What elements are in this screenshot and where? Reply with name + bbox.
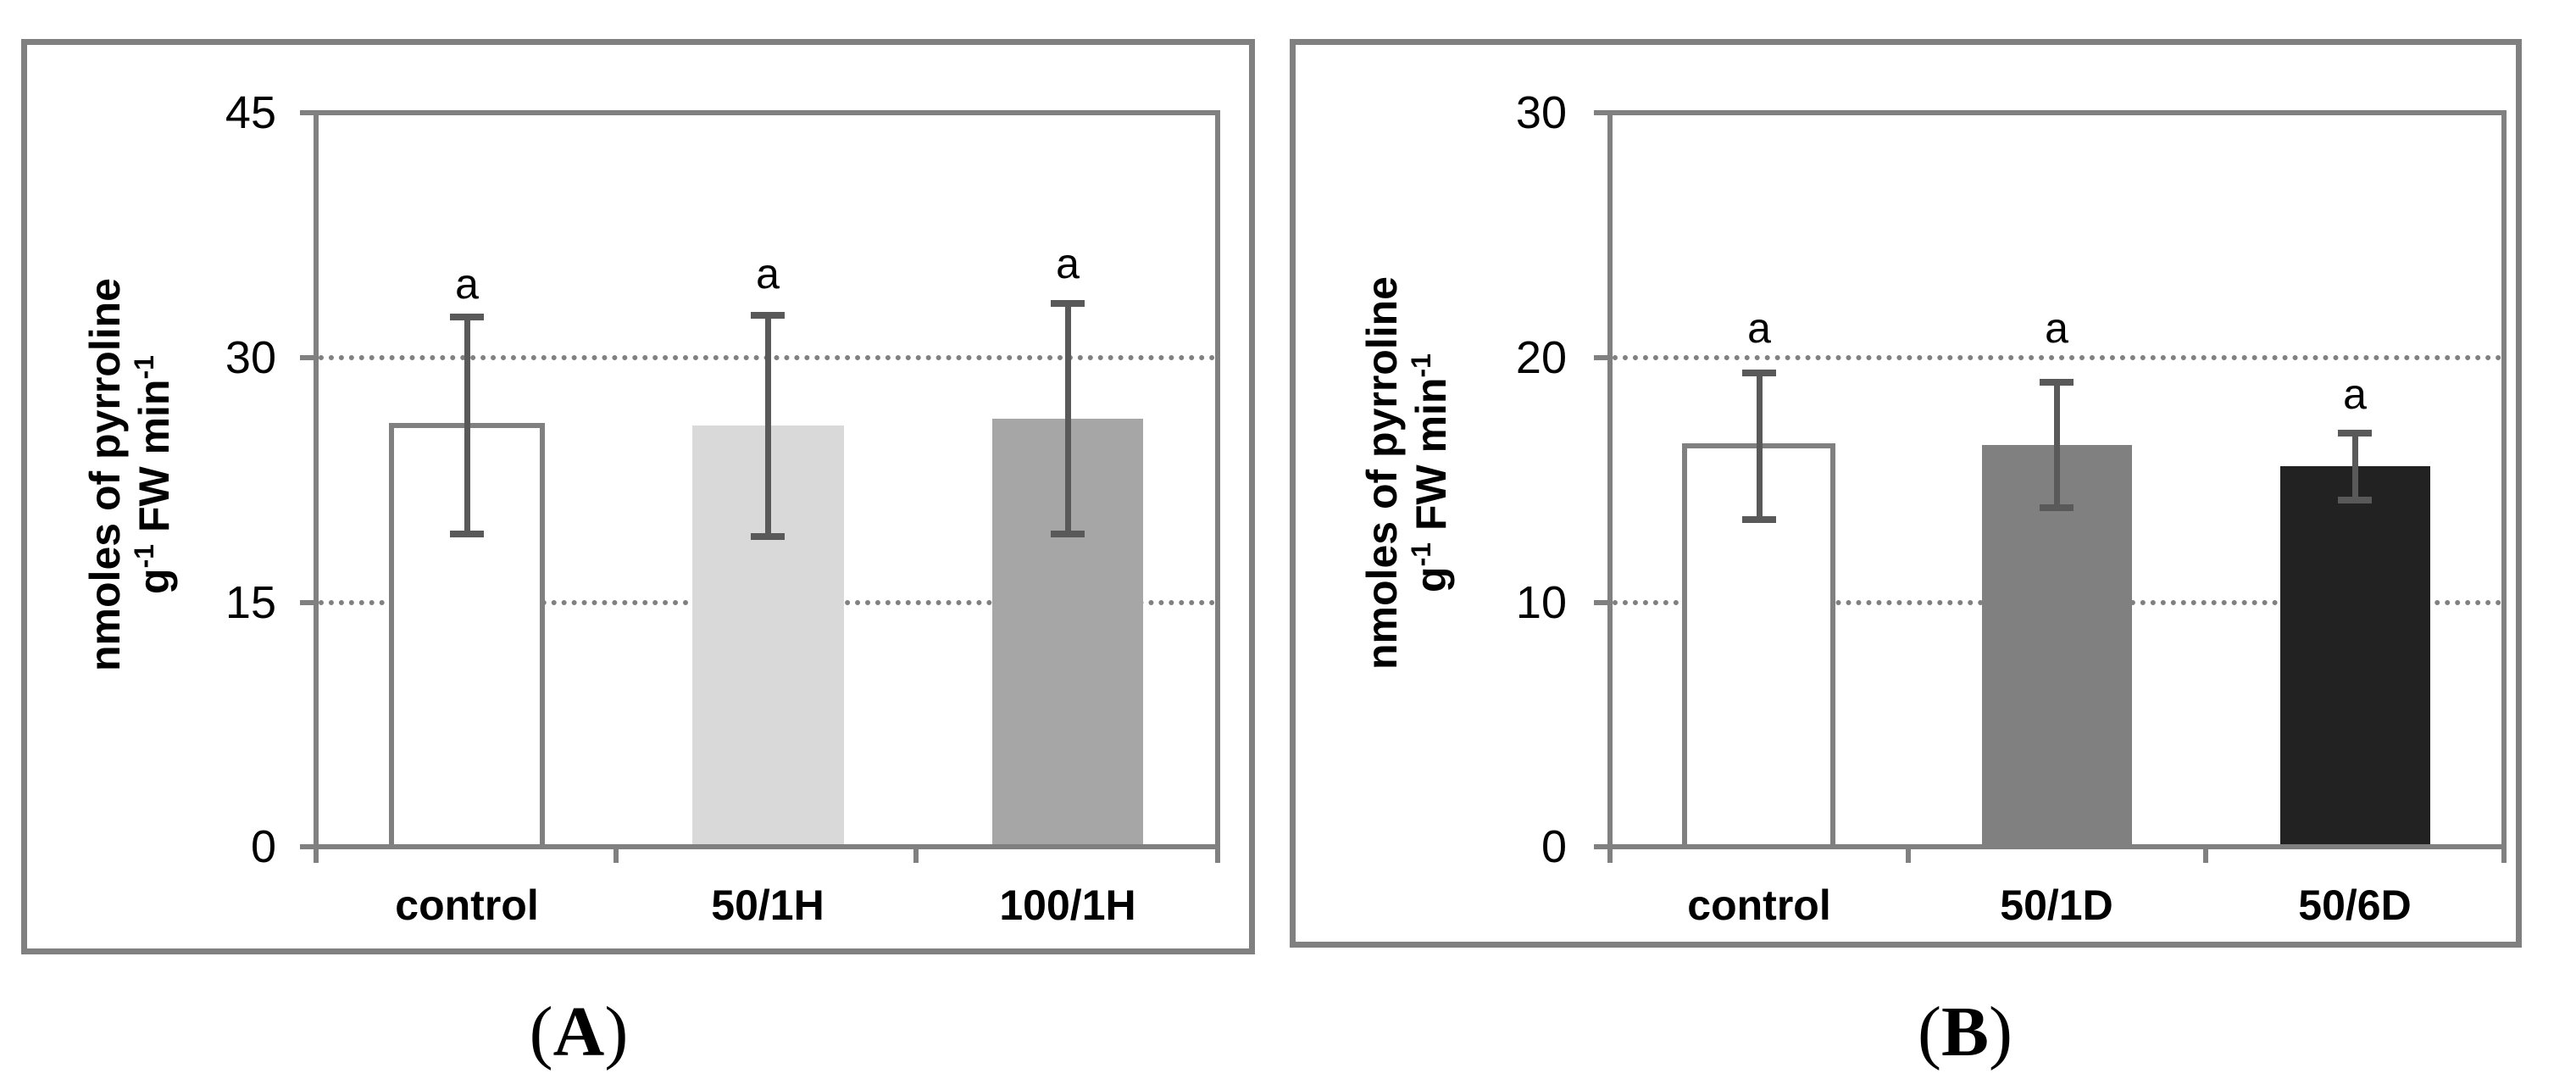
panel-a-sig-letter-100-1h: a	[1056, 240, 1080, 287]
panel-a-errorcap-50-1h-top	[751, 312, 785, 319]
panel-b-ytick-label-20: 20	[1515, 332, 1567, 383]
panel-b-xlabel-50-6d: 50/6D	[2298, 882, 2412, 929]
panel-b-errorbar-50-6d	[2352, 433, 2358, 500]
panel-b-errorbar-50-1d	[2054, 382, 2060, 508]
panel-a-sig-letter-control: a	[455, 260, 479, 308]
panel-b-caption: (B)	[1918, 993, 2012, 1071]
panel-b-xlabel-50-1d: 50/1D	[2000, 882, 2113, 929]
panel-b-ytick-20	[1594, 355, 1611, 360]
y-axis-label-line1: nmoles of pyrroline	[81, 278, 129, 671]
panel-b-ytick-label-0: 0	[1541, 821, 1567, 872]
panel-b-bar-50-6d	[2280, 466, 2430, 847]
panel-b-y-axis-label: nmoles of pyrroline g-1 FW min-1	[1357, 210, 1459, 736]
panel-b-xtick-1	[1906, 844, 1911, 863]
panel-b-ytick-label-10: 10	[1515, 577, 1567, 628]
panel-a-sig-letter-50-1h: a	[756, 250, 780, 298]
panel-a-errorcap-100-1h-bottom	[1051, 531, 1085, 537]
panel-a-errorbar-50-1h	[765, 315, 771, 537]
panel-a-xlabel-50-1h: 50/1H	[711, 882, 824, 929]
panel-a-y-axis-label: nmoles of pyrroline g-1 FW min-1	[80, 212, 182, 737]
panel-a-ytick-label-0: 0	[250, 821, 276, 872]
panel-a-ytick-label-15: 15	[225, 577, 276, 628]
y-axis-label-line2: g-1 FW min-1	[1406, 353, 1455, 592]
panel-b-errorcap-control-bottom	[1742, 516, 1776, 523]
panel-b-xtick-2	[2203, 844, 2208, 863]
panel-a-x-axis	[300, 844, 1220, 849]
panel-a-ytick-label-45: 45	[225, 87, 276, 138]
y-axis-label-line1: nmoles of pyrroline	[1358, 276, 1406, 670]
panel-a-ytick-45	[300, 110, 317, 115]
panel-b-gridline-20	[1613, 355, 2501, 360]
panel-a-xtick-0	[314, 844, 319, 863]
panel-b-errorcap-50-6d-top	[2338, 430, 2372, 437]
panel-b-bar-50-1d	[1982, 445, 2132, 847]
panel-a-errorcap-100-1h-top	[1051, 300, 1085, 307]
panel-b-sig-letter-control: a	[1747, 304, 1771, 352]
panel-a-ytick-15	[300, 600, 317, 605]
panel-a-errorbar-control	[464, 317, 470, 534]
panel-b-errorbar-control	[1757, 373, 1763, 520]
panel-a-errorbar-100-1h	[1065, 303, 1071, 534]
panel-a-xtick-1	[613, 844, 619, 863]
panel-b-errorcap-control-top	[1742, 370, 1776, 376]
panel-a-xlabel-100-1h: 100/1H	[999, 882, 1136, 929]
panel-b-ytick-10	[1594, 600, 1611, 605]
panel-b-plot-area	[1607, 110, 2507, 848]
panel-b-errorcap-50-6d-bottom	[2338, 497, 2372, 503]
panel-a-xtick-2	[913, 844, 919, 863]
panel-a-errorcap-control-bottom	[450, 531, 484, 537]
panel-a-plot-area	[314, 110, 1220, 848]
panel-a-ytick-label-30: 30	[225, 332, 276, 383]
panel-b-errorcap-50-1d-bottom	[2040, 504, 2074, 511]
panel-b-x-axis	[1594, 844, 2507, 849]
panel-a-errorcap-control-top	[450, 314, 484, 320]
panel-a-xtick-3	[1215, 844, 1220, 863]
panel-a-ytick-30	[300, 355, 317, 360]
panel-b-xtick-3	[2501, 844, 2507, 863]
panel-a-caption: (A)	[529, 993, 629, 1071]
panel-a-xlabel-control: control	[395, 882, 539, 929]
panel-b-xlabel-control: control	[1687, 882, 1831, 929]
panel-b-sig-letter-50-6d: a	[2343, 370, 2367, 418]
panel-b-errorcap-50-1d-top	[2040, 379, 2074, 386]
panel-b-xtick-0	[1607, 844, 1613, 863]
panel-b-ytick-30	[1594, 110, 1611, 115]
panel-b-ytick-label-30: 30	[1515, 87, 1567, 138]
panel-a-errorcap-50-1h-bottom	[751, 533, 785, 540]
panel-a-bar-control	[389, 423, 545, 847]
y-axis-label-line2: g-1 FW min-1	[129, 355, 178, 594]
panel-b-sig-letter-50-1d: a	[2045, 304, 2068, 352]
